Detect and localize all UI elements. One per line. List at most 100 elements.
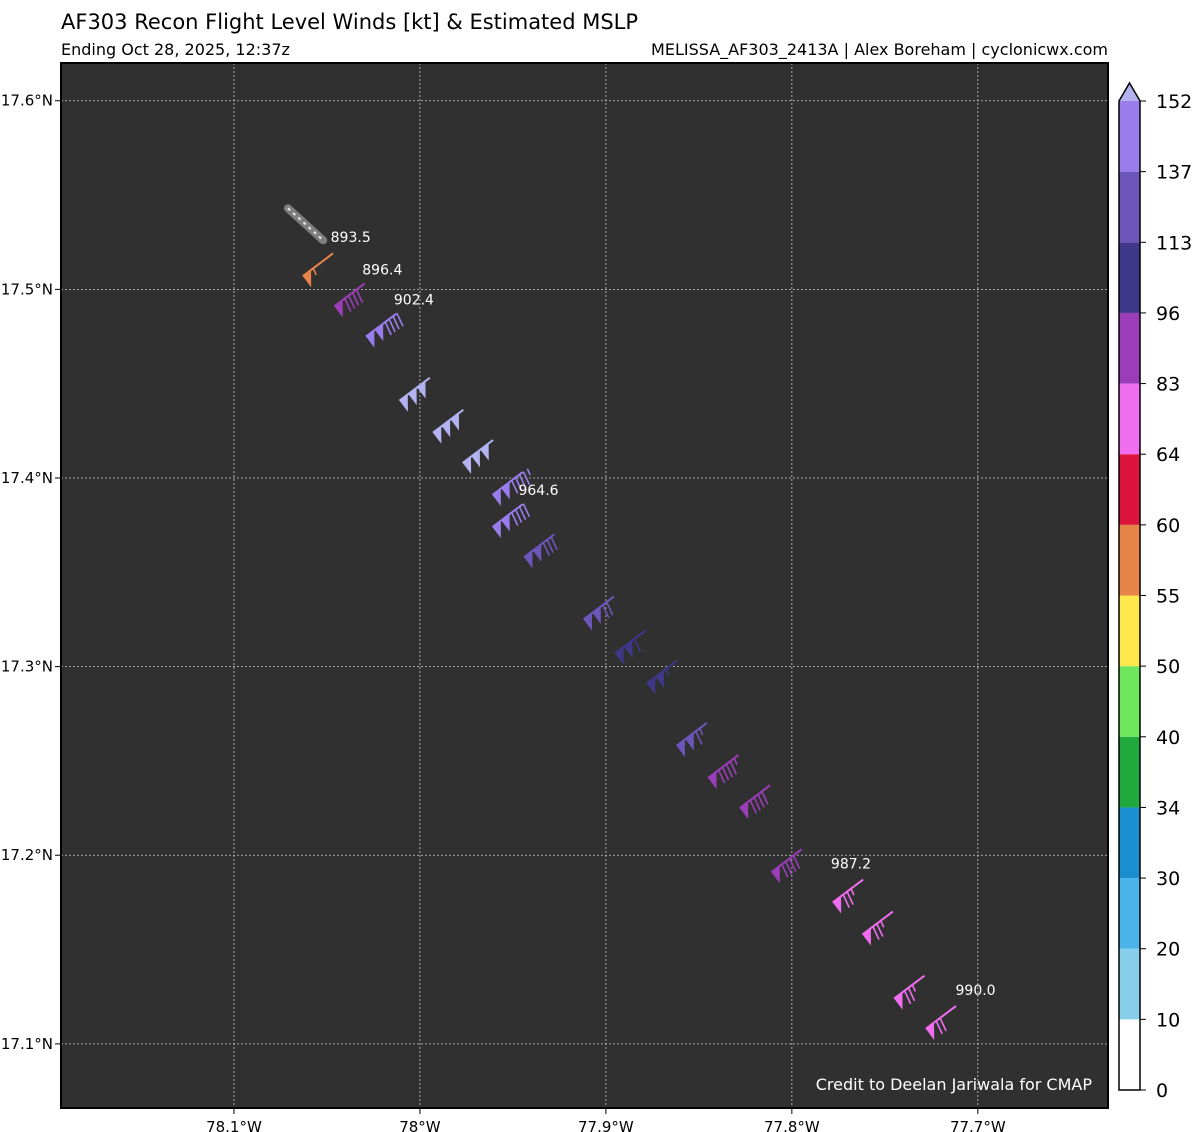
x-tick-label: 77.7°W <box>950 1118 1006 1132</box>
source-credit: MELISSA_AF303_2413A | Alex Boreham | cyc… <box>651 40 1108 59</box>
barb-half-line <box>312 267 317 276</box>
barb-flag <box>480 443 489 461</box>
wind-barb <box>432 409 464 444</box>
barb-line <box>757 794 765 808</box>
colorbar-segment <box>1119 878 1140 949</box>
barb-line <box>351 292 360 306</box>
colorbar-segment <box>1119 948 1140 1020</box>
barb-line <box>542 542 551 557</box>
barb-line <box>344 298 352 312</box>
barb-flag <box>432 426 442 444</box>
barb-line <box>633 638 642 653</box>
colorbar-tick-label: 20 <box>1156 939 1180 961</box>
barb-flag <box>492 520 501 539</box>
wind-barb <box>462 439 494 475</box>
barb-flag <box>408 387 417 406</box>
colorbar-segment <box>1119 312 1140 384</box>
chart-title: AF303 Recon Flight Level Winds [kt] & Es… <box>61 10 639 34</box>
barb-flag <box>365 330 375 348</box>
colorbar-tick-label: 10 <box>1156 1009 1180 1031</box>
wind-barb <box>614 629 647 665</box>
wind-barbs <box>302 252 957 1040</box>
barb-line <box>725 763 734 778</box>
wind-barb <box>707 754 740 790</box>
barb-flag <box>334 300 343 318</box>
wind-barb <box>302 252 334 288</box>
colorbar-tick-label: 60 <box>1156 515 1180 537</box>
wind-barb <box>491 503 531 539</box>
barb-line <box>721 766 730 781</box>
chart-subtitle: Ending Oct 28, 2025, 12:37z <box>61 40 290 59</box>
barb-flag <box>592 606 601 624</box>
barb-flag <box>374 323 384 342</box>
x-tick-label: 77.8°W <box>764 1118 820 1132</box>
colorbar-tick-label: 137 <box>1156 162 1192 184</box>
colorbar-segment <box>1119 524 1140 596</box>
colorbar-tick-label: 96 <box>1156 303 1180 325</box>
wind-barb <box>861 910 894 946</box>
barb-flag <box>646 677 656 695</box>
barb-line <box>518 474 527 488</box>
y-axis: 17.6°N 17.5°N 17.4°N 17.3°N 17.2°N 17.1°N <box>1 92 61 1053</box>
y-tick-label: 17.2°N <box>1 846 53 864</box>
barb-line <box>550 536 558 551</box>
barb-line <box>510 480 519 494</box>
barb-flag <box>441 419 451 438</box>
barb-flag <box>501 514 510 532</box>
barb-line <box>602 604 610 619</box>
wind-barb <box>770 848 803 884</box>
barb-line <box>522 471 531 485</box>
barb-shaft <box>925 1005 957 1030</box>
pressure-label: 964.6 <box>518 483 558 499</box>
colorbar-segment <box>1119 807 1140 879</box>
x-axis: 78.1°W 78°W 77.9°W 77.8°W 77.7°W <box>206 1108 1006 1132</box>
barb-flag <box>462 456 472 475</box>
wind-barb <box>646 659 678 695</box>
pressure-label: 990.0 <box>956 983 996 999</box>
barb-flag <box>302 269 312 288</box>
y-tick-label: 17.3°N <box>1 658 53 676</box>
colorbar-outline <box>1118 81 1141 1091</box>
plot-background <box>61 63 1108 1108</box>
barb-line <box>788 858 797 872</box>
barb-flag <box>532 544 542 562</box>
barb-line <box>792 855 801 869</box>
barb-flag <box>471 449 480 468</box>
colorbar-segment <box>1119 171 1140 243</box>
colorbar-segment <box>1119 736 1140 808</box>
barb-line <box>518 506 527 520</box>
colorbar-segment <box>1119 595 1140 667</box>
barb-line <box>396 312 404 327</box>
y-tick-label: 17.6°N <box>1 92 53 110</box>
barb-line <box>514 509 523 523</box>
colorbar-tick-label: 50 <box>1156 656 1180 678</box>
barb-line <box>522 503 531 518</box>
colorbar-tick-label: 30 <box>1156 868 1180 890</box>
barb-flag <box>624 640 633 658</box>
barb-line <box>749 799 757 814</box>
watermark-credit: Credit to Deelan Jariwala for CMAP <box>816 1075 1093 1094</box>
colorbar-segment <box>1119 242 1140 313</box>
barb-line <box>546 539 554 554</box>
barb-flag <box>450 413 460 431</box>
y-tick-label: 17.5°N <box>1 280 53 298</box>
wind-barb <box>832 878 864 914</box>
barb-line <box>761 791 769 805</box>
colorbar-tick-label: 152 <box>1156 91 1192 113</box>
x-tick-label: 78.1°W <box>206 1118 262 1132</box>
colorbar-segment <box>1119 383 1140 455</box>
y-tick-label: 17.1°N <box>1 1035 53 1053</box>
colorbar-tick-label: 64 <box>1156 444 1180 466</box>
colorbar-tick-label: 34 <box>1156 797 1180 819</box>
barb-flag <box>583 613 592 631</box>
barb-half-line <box>665 668 670 676</box>
barb-line <box>939 1017 947 1032</box>
flight-track-trail <box>283 204 328 245</box>
wind-barb <box>333 282 366 318</box>
barb-flag <box>894 992 903 1010</box>
colorbar: 0 10 20 30 34 40 50 55 60 64 83 96 113 137 152 <box>1118 81 1192 1102</box>
wind-barb <box>582 595 615 631</box>
barb-flag <box>524 550 533 569</box>
barb-line <box>392 315 400 330</box>
